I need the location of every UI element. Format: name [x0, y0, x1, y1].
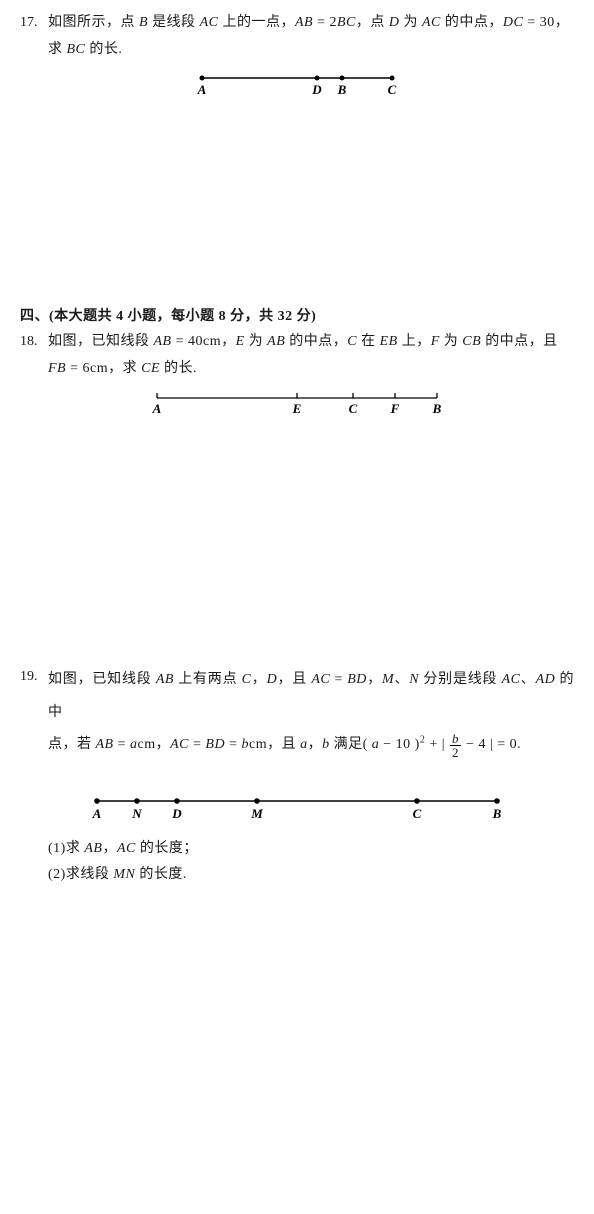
svg-text:A: A: [197, 82, 207, 97]
problem-17: 17. 如图所示，点 B 是线段 AC 上的一点，AB = 2BC，点 D 为 …: [20, 10, 574, 97]
svg-text:F: F: [390, 401, 400, 414]
svg-text:B: B: [492, 806, 502, 821]
diagram-17: A DB C: [20, 69, 574, 97]
problem-19-row: 19. 如图，已知线段 AB 上有两点 C，D，且 AC = BD，M、N 分别…: [20, 664, 574, 761]
diagram-18-svg: AECFB: [147, 386, 447, 414]
problem-19-sub2: (2)求线段 MN 的长度.: [48, 862, 574, 889]
svg-text:C: C: [349, 401, 358, 414]
problem-18-body: 如图，已知线段 AB = 40cm，E 为 AB 的中点，C 在 EB 上，F …: [48, 329, 574, 382]
svg-text:D: D: [311, 82, 322, 97]
problem-19-number: 19.: [20, 664, 48, 691]
p17-text-2: 求 BC 的长.: [48, 42, 122, 57]
problem-17-number: 17.: [20, 10, 48, 37]
svg-text:C: C: [388, 82, 397, 97]
p19-text-2: 点，若 AB = acm，AC = BD = bcm，且 a，b 满足( a −…: [48, 737, 521, 752]
problem-17-body: 如图所示，点 B 是线段 AC 上的一点，AB = 2BC，点 D 为 AC 的…: [48, 10, 574, 63]
problem-19: 19. 如图，已知线段 AB 上有两点 C，D，且 AC = BD，M、N 分别…: [20, 664, 574, 888]
problem-17-row: 17. 如图所示，点 B 是线段 AC 上的一点，AB = 2BC，点 D 为 …: [20, 10, 574, 63]
svg-text:B: B: [337, 82, 347, 97]
problem-18-row: 18. 如图，已知线段 AB = 40cm，E 为 AB 的中点，C 在 EB …: [20, 329, 574, 382]
problem-19-sub1: (1)求 AB，AC 的长度；: [48, 836, 574, 863]
diagram-19: ANDMCB: [20, 792, 574, 822]
spacer-18: [20, 434, 574, 664]
problem-18: 18. 如图，已知线段 AB = 40cm，E 为 AB 的中点，C 在 EB …: [20, 329, 574, 414]
problem-19-body: 如图，已知线段 AB 上有两点 C，D，且 AC = BD，M、N 分别是线段 …: [48, 664, 574, 761]
p18-text: 如图，已知线段 AB = 40cm，E 为 AB 的中点，C 在 EB 上，F …: [48, 334, 558, 349]
section-4-header: 四、(本大题共 4 小题，每小题 8 分，共 32 分): [20, 305, 574, 325]
svg-text:M: M: [250, 806, 263, 821]
diagram-17-svg: A DB C: [192, 69, 402, 97]
p18-text-2: FB = 6cm，求 CE 的长.: [48, 361, 197, 376]
diagram-18: AECFB: [20, 386, 574, 414]
svg-text:B: B: [432, 401, 442, 414]
svg-text:D: D: [171, 806, 182, 821]
svg-text:N: N: [131, 806, 142, 821]
spacer-17: [20, 117, 574, 305]
p19-text: 如图，已知线段 AB 上有两点 C，D，且 AC = BD，M、N 分别是线段 …: [48, 672, 574, 719]
fraction-b-over-2: b2: [450, 732, 461, 759]
svg-text:A: A: [152, 401, 162, 414]
diagram-19-svg: ANDMCB: [77, 792, 517, 822]
svg-text:A: A: [92, 806, 102, 821]
svg-text:C: C: [413, 806, 422, 821]
problem-18-number: 18.: [20, 329, 48, 356]
p17-text: 如图所示，点 B 是线段 AC 上的一点，AB = 2BC，点 D 为 AC 的…: [48, 15, 569, 30]
svg-text:E: E: [292, 401, 302, 414]
